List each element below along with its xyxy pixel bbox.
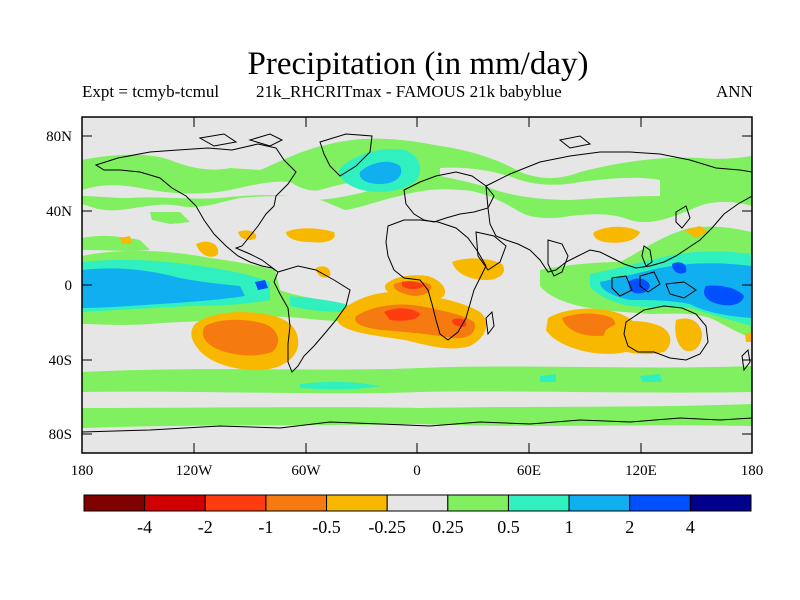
colorbar-swatch bbox=[326, 494, 388, 512]
colorbar-swatch bbox=[144, 494, 206, 512]
colorbar-label: 1 bbox=[565, 517, 574, 537]
colorbar-label: 4 bbox=[686, 517, 695, 537]
lat-tick-label: 80S bbox=[49, 427, 72, 443]
comparison-label: 21k_RHCRITmax - FAMOUS 21k babyblue bbox=[256, 82, 562, 101]
lat-tick-label: 40N bbox=[46, 204, 72, 220]
coastlines bbox=[82, 133, 752, 433]
colorbar-label: 2 bbox=[625, 517, 634, 537]
north-indian-dry bbox=[452, 258, 505, 280]
colorbar-label: -4 bbox=[137, 517, 152, 537]
colorbar-swatch bbox=[689, 494, 752, 512]
colorbar: -4 -2 -1 -0.5 -0.25 0.25 0.5 1 2 4 bbox=[83, 494, 752, 537]
plot-title: Precipitation (in mm/day) bbox=[247, 46, 589, 82]
colorbar-swatch bbox=[386, 494, 449, 512]
lon-tick-label: 60W bbox=[291, 463, 321, 479]
subtropical-atlantic-dry bbox=[286, 228, 335, 243]
colorbar-label: 0.5 bbox=[497, 517, 520, 537]
colorbar-swatch bbox=[447, 494, 509, 512]
lat-tick-label: 80N bbox=[46, 129, 72, 145]
longitude-axis: 180 120W 60W 0 60E 120E 180 bbox=[71, 117, 764, 479]
colorbar-swatch bbox=[629, 494, 691, 512]
lon-tick-label: 180 bbox=[71, 463, 94, 479]
colorbar-label: -0.5 bbox=[312, 517, 341, 537]
australia-dry bbox=[604, 321, 671, 355]
lat-tick-label: 0 bbox=[65, 278, 73, 294]
colorbar-label: -1 bbox=[258, 517, 273, 537]
colorbar-label: 0.25 bbox=[432, 517, 464, 537]
lon-tick-label: 120E bbox=[625, 463, 657, 479]
northern-storm-track bbox=[82, 138, 752, 223]
lon-tick-label: 180 bbox=[741, 463, 764, 479]
map-field bbox=[82, 117, 752, 453]
lon-tick-label: 0 bbox=[413, 463, 421, 479]
colorbar-label: -2 bbox=[198, 517, 213, 537]
colorbar-swatch bbox=[204, 494, 267, 512]
colorbar-swatch bbox=[568, 494, 631, 512]
colorbar-swatch bbox=[265, 494, 328, 512]
experiment-label: Expt = tcmyb-tcmul bbox=[82, 82, 220, 101]
colorbar-label: -0.25 bbox=[368, 517, 406, 537]
lon-tick-label: 120W bbox=[176, 463, 214, 479]
colorbar-swatch bbox=[507, 494, 570, 512]
lon-tick-label: 60E bbox=[517, 463, 541, 479]
colorbar-swatch bbox=[83, 494, 146, 512]
latitude-axis: 80N 40N 0 40S 80S bbox=[46, 129, 752, 443]
lat-tick-label: 40S bbox=[49, 353, 72, 369]
season-label: ANN bbox=[716, 82, 753, 101]
